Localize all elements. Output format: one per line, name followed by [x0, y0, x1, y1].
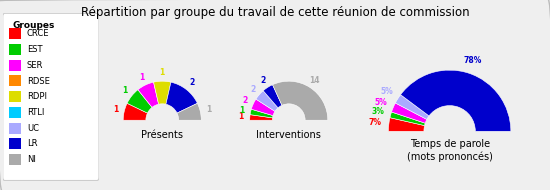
Text: UC: UC — [27, 124, 39, 133]
FancyBboxPatch shape — [3, 13, 99, 180]
Bar — [9, 138, 21, 149]
Text: RDSE: RDSE — [27, 77, 50, 86]
Text: 1: 1 — [160, 68, 165, 77]
Text: 1: 1 — [206, 105, 211, 114]
Text: CRCE: CRCE — [27, 29, 50, 38]
Text: 3%: 3% — [371, 107, 384, 116]
Text: Temps de parole
(mots prononcés): Temps de parole (mots prononcés) — [406, 139, 493, 162]
Wedge shape — [263, 85, 282, 108]
Text: 78%: 78% — [464, 56, 482, 65]
Bar — [9, 154, 21, 165]
Text: RTLI: RTLI — [27, 108, 44, 117]
Bar — [9, 75, 21, 86]
Text: Répartition par groupe du travail de cette réunion de commission: Répartition par groupe du travail de cet… — [81, 6, 469, 19]
Text: 2: 2 — [250, 85, 255, 93]
Bar — [9, 60, 21, 71]
Text: 7%: 7% — [369, 118, 382, 127]
Wedge shape — [256, 91, 278, 111]
Bar — [9, 28, 21, 39]
Wedge shape — [127, 90, 152, 113]
Text: Interventions: Interventions — [256, 130, 321, 140]
Wedge shape — [388, 118, 425, 131]
Wedge shape — [166, 82, 197, 113]
Text: 1: 1 — [240, 106, 245, 115]
Text: 14: 14 — [309, 76, 320, 85]
Text: 1: 1 — [139, 73, 144, 82]
Text: EST: EST — [27, 45, 42, 54]
Text: 1: 1 — [123, 86, 128, 95]
Text: LR: LR — [27, 139, 37, 148]
Text: 2: 2 — [189, 78, 195, 87]
Bar — [9, 123, 21, 134]
Text: NI: NI — [27, 155, 36, 164]
Wedge shape — [392, 103, 427, 123]
Text: Présents: Présents — [141, 130, 183, 140]
Bar — [9, 44, 21, 55]
Wedge shape — [250, 109, 273, 118]
Bar — [9, 91, 21, 102]
Text: 1: 1 — [113, 105, 118, 114]
Text: 2: 2 — [243, 96, 248, 105]
Wedge shape — [250, 115, 272, 120]
Wedge shape — [123, 103, 147, 120]
Wedge shape — [153, 81, 171, 104]
Wedge shape — [138, 82, 158, 107]
Wedge shape — [251, 99, 275, 116]
Text: Groupes: Groupes — [12, 21, 55, 30]
Wedge shape — [177, 103, 201, 120]
Wedge shape — [400, 70, 511, 131]
Text: RDPI: RDPI — [27, 92, 47, 101]
Text: 5%: 5% — [380, 87, 393, 96]
Wedge shape — [395, 95, 429, 119]
Text: 2: 2 — [260, 76, 266, 85]
Bar — [9, 107, 21, 118]
Wedge shape — [390, 112, 425, 126]
Text: 1: 1 — [239, 112, 244, 121]
Text: 5%: 5% — [375, 98, 387, 107]
Wedge shape — [273, 81, 328, 120]
Text: SER: SER — [27, 61, 43, 70]
